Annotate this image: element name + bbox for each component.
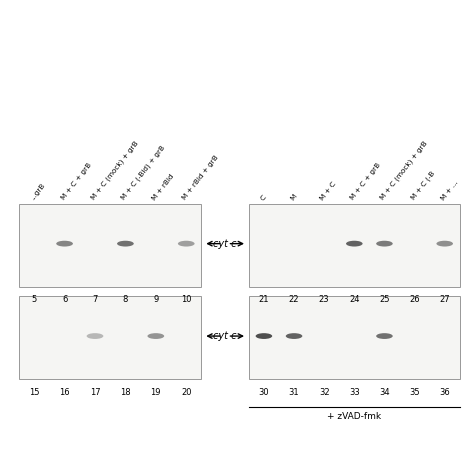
Text: M + ...: M + ... [440,179,459,201]
Text: 26: 26 [409,295,420,304]
Text: 35: 35 [409,388,420,397]
Bar [19,296,201,379]
Text: M + rBid: M + rBid [151,173,175,201]
Text: 27: 27 [439,295,450,304]
Text: cyt c: cyt c [213,331,237,341]
Ellipse shape [286,333,302,339]
Bar [249,204,460,287]
Text: 19: 19 [151,388,161,397]
Text: M + C (-Bid) + grB: M + C (-Bid) + grB [120,145,167,201]
Text: 16: 16 [59,388,70,397]
Text: 20: 20 [181,388,191,397]
Text: 36: 36 [439,388,450,397]
Text: M + C (-B: M + C (-B [410,170,436,201]
Ellipse shape [117,241,134,246]
Text: ...grB: ...grB [29,182,46,201]
Text: M + C + grB: M + C + grB [60,162,92,201]
Ellipse shape [437,241,453,246]
Text: 31: 31 [289,388,300,397]
Text: 8: 8 [123,295,128,304]
Text: 5: 5 [32,295,37,304]
Text: 22: 22 [289,295,299,304]
Ellipse shape [376,241,393,246]
Ellipse shape [56,241,73,246]
Text: M + C (mock) + grB: M + C (mock) + grB [90,140,140,201]
Ellipse shape [87,333,103,339]
Ellipse shape [376,333,393,339]
Text: cyt c: cyt c [213,238,237,249]
Text: M: M [289,193,298,201]
Text: 18: 18 [120,388,131,397]
Bar [19,204,201,287]
Text: 9: 9 [153,295,158,304]
Text: 30: 30 [259,388,269,397]
Text: 32: 32 [319,388,329,397]
Text: 23: 23 [319,295,329,304]
Text: M + C + grB: M + C + grB [350,162,382,201]
Text: 21: 21 [259,295,269,304]
Ellipse shape [178,241,195,246]
Text: + zVAD-fmk: + zVAD-fmk [327,412,382,421]
Text: 17: 17 [90,388,100,397]
Text: M + C (mock) + grB: M + C (mock) + grB [379,140,429,201]
Text: 24: 24 [349,295,360,304]
Ellipse shape [147,333,164,339]
Text: M + rBid + grB: M + rBid + grB [182,155,220,201]
Text: 10: 10 [181,295,191,304]
Ellipse shape [255,333,272,339]
Text: 7: 7 [92,295,98,304]
Text: 33: 33 [349,388,360,397]
Text: M + C: M + C [319,181,337,201]
Ellipse shape [346,241,363,246]
Text: C: C [259,194,267,201]
Text: 6: 6 [62,295,67,304]
Text: 15: 15 [29,388,39,397]
Text: 34: 34 [379,388,390,397]
Bar [249,296,460,379]
Text: 25: 25 [379,295,390,304]
